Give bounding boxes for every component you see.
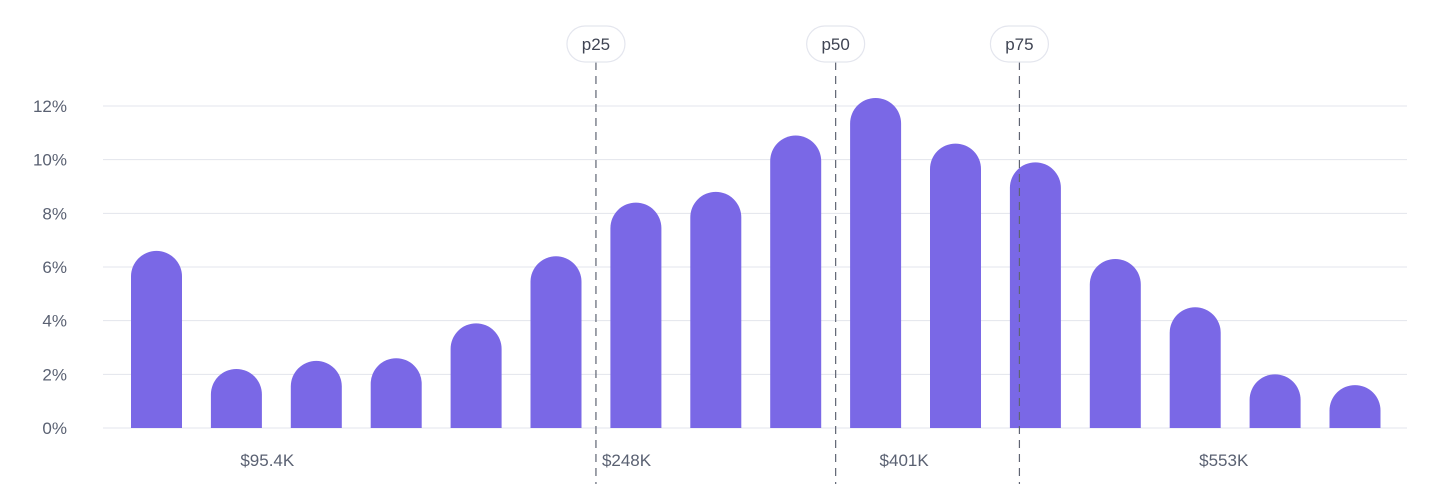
histogram-bar [1249,374,1301,428]
histogram-bar [530,256,582,428]
histogram-bar [290,360,342,428]
histogram-bar [690,191,742,428]
histogram-bar [1009,162,1061,428]
percentile-markers: p25 p50 p75 [566,25,1050,484]
x-tick-label: $248K [602,451,652,470]
percentile-badge [566,25,626,63]
percentile-badge [989,25,1050,63]
histogram-bar [450,323,502,428]
histogram-bar [930,143,981,429]
y-tick-label: 0% [42,419,67,438]
y-tick-label: 12% [33,97,67,116]
histogram-bar [1169,307,1221,428]
x-tick-label: $95.4K [240,451,295,470]
histogram-bar [370,358,422,428]
axis-labels: 0% 2% 4% 6% 8% 10% 12% $95.4K $248K $401K $553K [33,97,1249,470]
histogram-bar [1329,385,1381,428]
x-tick-label: $401K [880,451,930,470]
x-tick-label: $553K [1199,451,1249,470]
y-tick-label: 4% [42,312,67,331]
y-tick-label: 2% [42,365,67,384]
histogram-bar [131,250,182,428]
percentile-badge [806,25,866,63]
histogram-bar [850,97,902,428]
histogram-bar [770,135,822,428]
percentile-label: p25 [582,35,610,54]
histogram-bar [210,368,262,428]
percentile-label: p75 [1005,35,1033,54]
bars-layer [131,97,1381,429]
histogram-bar [610,202,662,428]
percentile-label: p50 [821,35,849,54]
histogram-bar [1089,258,1141,428]
y-tick-label: 8% [42,204,67,223]
y-tick-label: 10% [33,151,67,170]
y-tick-label: 6% [42,258,67,277]
